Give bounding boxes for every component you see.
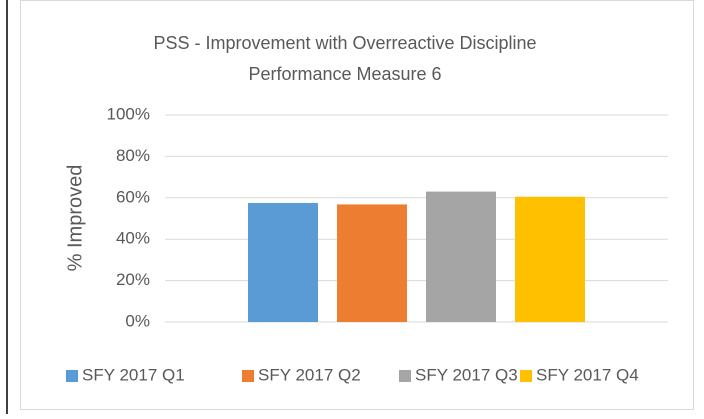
- legend-label: SFY 2017 Q1: [82, 365, 185, 384]
- legend-label: SFY 2017 Q3: [415, 365, 518, 384]
- y-tick-label: 40%: [116, 229, 150, 248]
- y-axis-title: % Improved: [64, 165, 86, 272]
- legend-swatch: [399, 370, 411, 382]
- legend-swatch: [66, 370, 78, 382]
- legend-label: SFY 2017 Q4: [536, 365, 639, 384]
- legend-swatch: [520, 370, 532, 382]
- legend-swatch: [242, 370, 254, 382]
- y-tick-label: 20%: [116, 270, 150, 289]
- chart-subtitle: Performance Measure 6: [248, 64, 441, 84]
- y-tick-label: 60%: [116, 187, 150, 206]
- y-tick-label: 100%: [107, 104, 150, 123]
- bar: [426, 191, 496, 322]
- y-tick-label: 80%: [116, 146, 150, 165]
- bar: [337, 204, 407, 322]
- bar: [515, 196, 585, 322]
- bar: [248, 202, 318, 322]
- y-tick-label: 0%: [125, 311, 150, 330]
- chart-title: PSS - Improvement with Overreactive Disc…: [153, 33, 536, 53]
- legend-label: SFY 2017 Q2: [258, 365, 361, 384]
